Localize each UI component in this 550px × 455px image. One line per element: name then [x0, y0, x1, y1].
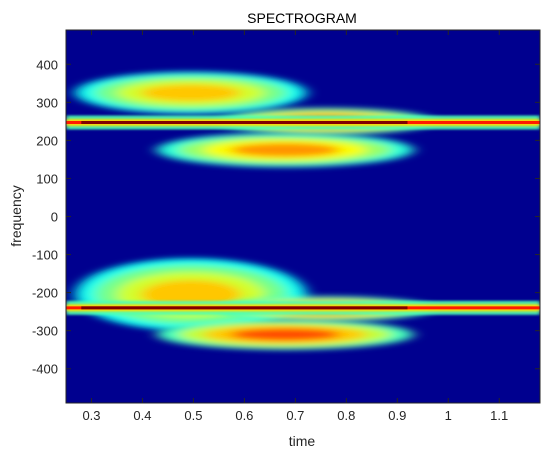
- x-tick-label: 1.1: [490, 408, 508, 423]
- x-tick-label: 1: [445, 408, 452, 423]
- y-tick-label: 0: [51, 210, 58, 225]
- x-axis-label: time: [289, 433, 316, 449]
- spectral-region: [156, 319, 414, 350]
- y-tick-label: -400: [32, 362, 58, 377]
- y-tick-label: 100: [36, 171, 58, 186]
- x-tick-label: 0.9: [388, 408, 406, 423]
- y-tick-label: -300: [32, 324, 58, 339]
- x-tick-label: 0.3: [82, 408, 100, 423]
- chart-title: SPECTROGRAM: [247, 10, 357, 26]
- y-axis-label: frequency: [8, 185, 24, 246]
- tonal-line: [66, 300, 540, 315]
- y-tick-label: 400: [36, 57, 58, 72]
- y-axis: 400 300 200 100 0 -100 -200 -300 -400: [32, 57, 540, 377]
- tonal-line: [66, 115, 540, 130]
- spectral-region: [156, 132, 414, 168]
- x-tick-label: 0.5: [184, 408, 202, 423]
- x-tick-label: 0.6: [235, 408, 253, 423]
- y-tick-label: 300: [36, 95, 58, 110]
- plot-frame: [65, 29, 541, 404]
- x-tick-label: 0.4: [133, 408, 151, 423]
- x-axis: 0.3 0.4 0.5 0.6 0.7 0.8 0.9 1 1.1: [82, 30, 508, 423]
- x-tick-label: 0.8: [337, 408, 355, 423]
- y-tick-label: -200: [32, 286, 58, 301]
- spectral-region: [75, 71, 307, 114]
- y-tick-label: -100: [32, 248, 58, 263]
- plot-area: [66, 30, 540, 403]
- x-tick-label: 0.7: [286, 408, 304, 423]
- y-tick-label: 200: [36, 133, 58, 148]
